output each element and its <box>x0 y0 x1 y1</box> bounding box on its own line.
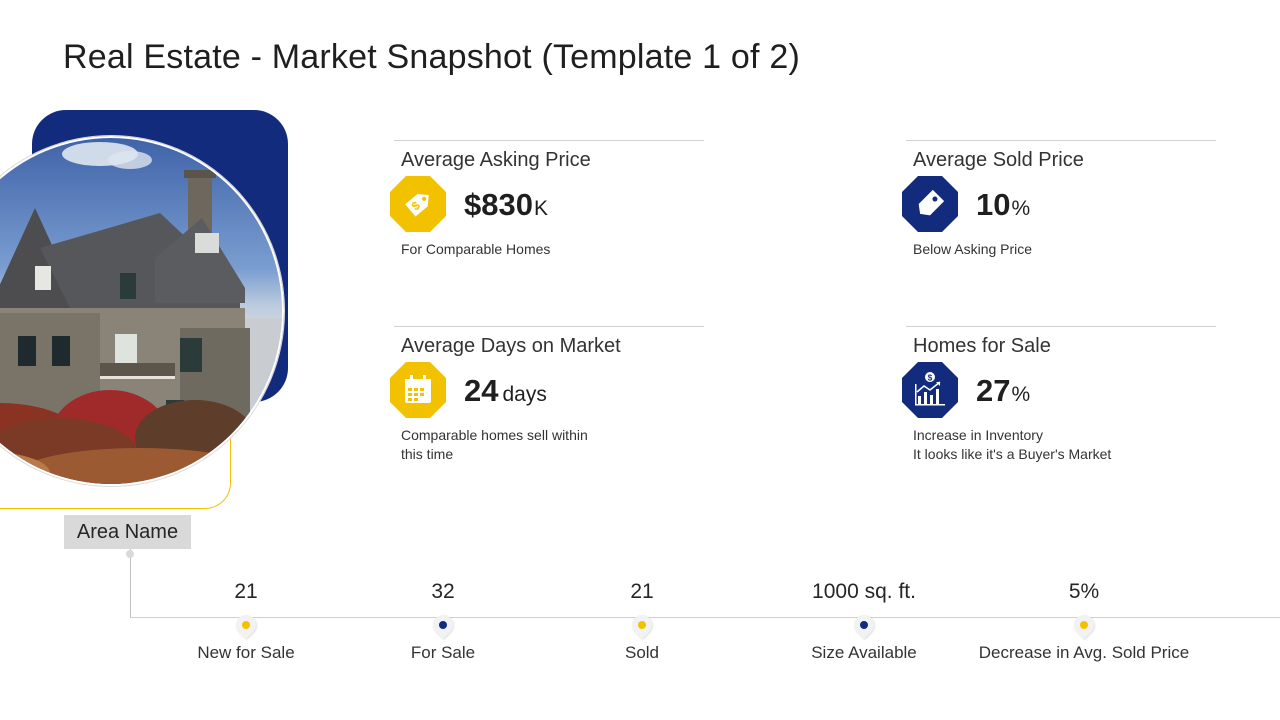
timeline-label: For Sale <box>410 643 476 662</box>
stat-note: Increase in Inventory It looks like it's… <box>913 427 1112 462</box>
timeline-value: 32 <box>431 580 455 603</box>
timeline-label: New for Sale <box>197 643 295 662</box>
page-title: Real Estate - Market Snapshot (Template … <box>63 38 800 76</box>
timeline-marker <box>849 610 879 640</box>
svg-text:$: $ <box>928 374 933 383</box>
stat-heading: Average Asking Price <box>401 149 591 171</box>
stat-heading: Average Sold Price <box>913 149 1084 171</box>
timeline-label: Size Available <box>811 643 917 662</box>
stat-homes-for-sale: Homes for Sale $ 27% Increase in Invento… <box>902 326 1216 477</box>
stat-note: For Comparable Homes <box>401 241 551 257</box>
stat-heading: Homes for Sale <box>913 335 1051 357</box>
price-tag-dollar-icon: $ <box>390 176 446 232</box>
timeline-line <box>130 617 1280 618</box>
stat-average-days-on-market: Average Days on Market 24 days Comparable… <box>390 326 704 477</box>
timeline-value: 21 <box>234 580 258 603</box>
timeline-marker <box>1069 610 1099 640</box>
stat-average-sold-price: Average Sold Price 10% Below Asking Pric… <box>902 140 1216 291</box>
timeline-value: 21 <box>630 580 654 603</box>
stat-value: 10% <box>976 187 1031 222</box>
stat-heading: Average Days on Market <box>401 335 621 357</box>
stat-value: 24 days <box>464 373 547 408</box>
stat-note: Below Asking Price <box>913 241 1033 257</box>
timeline-value: 1000 sq. ft. <box>812 580 916 603</box>
house-photo <box>0 136 284 486</box>
timeline-label: Sold <box>624 643 660 662</box>
timeline-item-sold: 21 Sold <box>532 577 752 663</box>
timeline-item-for-sale: 32 For Sale <box>333 577 553 663</box>
timeline-value: 5% <box>1068 580 1100 603</box>
stat-value: 27% <box>976 373 1031 408</box>
timeline-marker <box>627 610 657 640</box>
stat-value: $830K <box>464 187 548 222</box>
timeline-item-size-available: 1000 sq. ft. Size Available <box>754 577 974 663</box>
timeline-label: Decrease in Avg. Sold Price <box>978 643 1190 662</box>
tag-icon <box>902 176 958 232</box>
calendar-icon <box>390 362 446 418</box>
stat-average-asking-price: Average Asking Price $ $830K For Compara… <box>390 140 704 291</box>
timeline-marker <box>231 610 261 640</box>
connector-dot <box>126 550 134 558</box>
timeline-item-decrease-avg-sold-price: 5% Decrease in Avg. Sold Price <box>974 577 1194 663</box>
stat-note: Comparable homes sell within this time <box>401 427 588 462</box>
timeline-item-new-for-sale: 21 New for Sale <box>136 577 356 663</box>
timeline-marker <box>428 610 458 640</box>
area-name-label: Area Name <box>64 515 191 549</box>
connector-line <box>130 549 131 617</box>
growth-chart-dollar-icon: $ <box>902 362 958 418</box>
